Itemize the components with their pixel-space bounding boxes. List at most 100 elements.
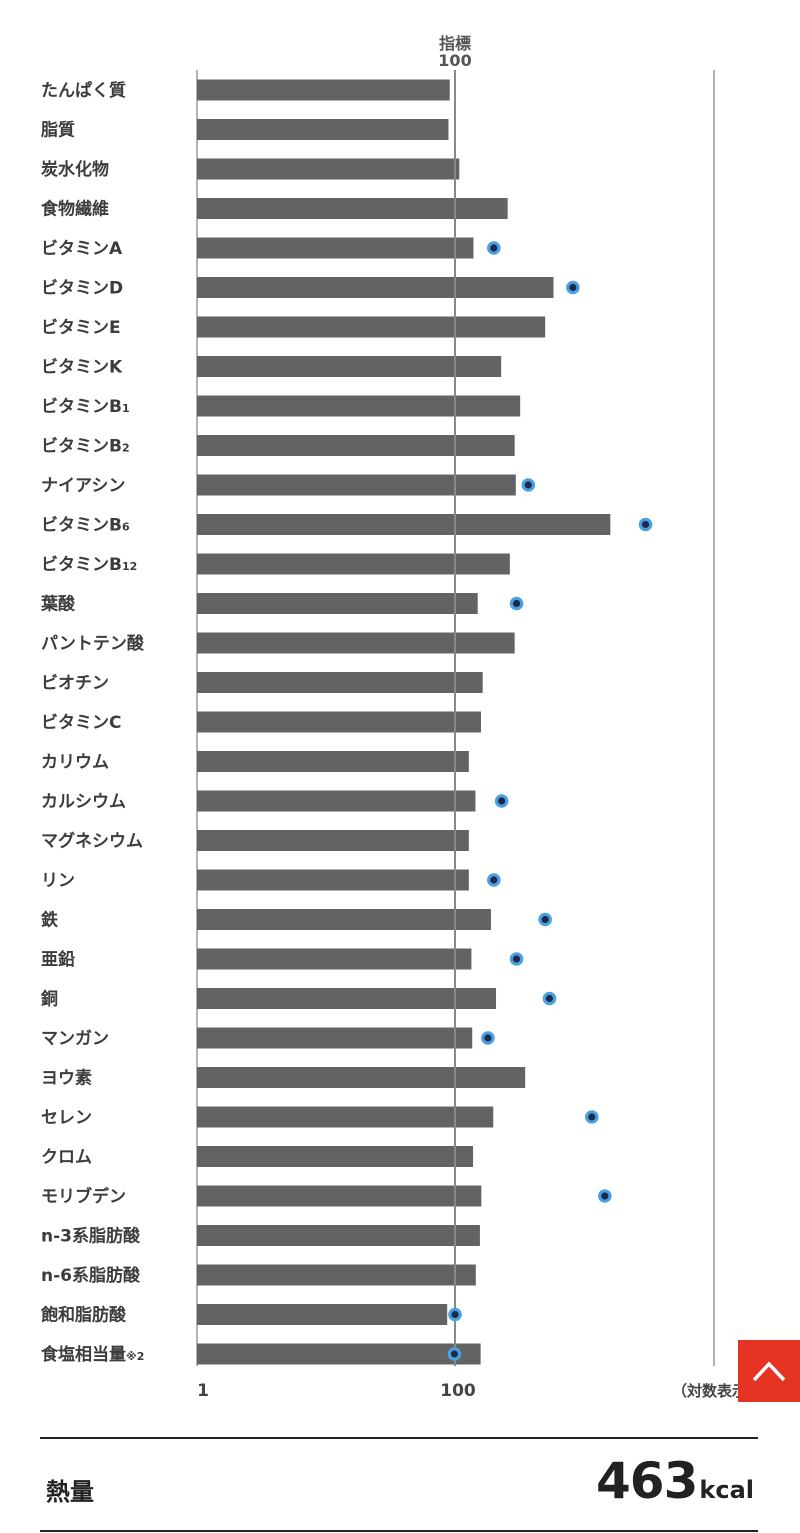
bar [197,988,497,1009]
category-label: ビオチン [41,674,109,694]
back-to-top-button[interactable] [738,1340,800,1402]
bar [197,1225,480,1246]
bar [197,1304,448,1325]
value-dot [509,952,524,966]
value-dot [487,241,501,255]
scale-note: （対数表示 [672,1382,747,1400]
category-label: 飽和脂肪酸 [40,1305,127,1326]
energy-value-group: 463kcal [596,1452,754,1510]
category-label: 亜鉛 [41,949,75,970]
category-label: 食塩相当量※2 [41,1344,144,1365]
bar [197,632,515,654]
bar [197,593,478,614]
category-label: マンガン [41,1029,109,1049]
value-dot [487,873,501,887]
bar [197,198,508,219]
bar [197,356,502,377]
value-dot [447,1347,462,1361]
index-label-top: 指標 [439,34,471,53]
bar [197,1185,482,1207]
value-dot [638,517,653,532]
value-dot [542,991,557,1006]
category-label: カルシウム [41,792,126,812]
value-dot [538,912,552,927]
category-label-subscript: 6 [122,521,130,534]
value-dot [481,1031,495,1045]
bar [197,1106,494,1128]
category-label: ビタミンK [41,358,123,378]
bar [197,395,521,417]
category-label-subscript: 12 [122,560,137,573]
bar [197,1067,526,1088]
category-label-subscript: 2 [122,442,130,455]
category-label: 脂質 [41,120,75,141]
value-dot [509,596,524,611]
category-label: n-6系脂肪酸 [41,1265,141,1286]
bar [197,237,474,259]
category-label: n-3系脂肪酸 [41,1226,141,1247]
category-label: ビタミンB2 [41,437,130,457]
bar [197,474,516,496]
bar [197,830,469,851]
category-label: クロム [41,1148,92,1168]
category-label: 食物繊維 [41,199,109,220]
energy-label: 熱量 [46,1478,94,1506]
bar [197,869,469,891]
category-label: セレン [41,1108,92,1128]
category-label: パントテン酸 [41,633,145,654]
value-dot [566,280,580,295]
bar [197,79,450,101]
category-label: ビタミンC [41,713,121,733]
x-tick-label-100: 100 [440,1381,476,1401]
bar [197,553,510,575]
bar [197,316,546,338]
bar [197,1264,476,1286]
category-label: 葉酸 [40,594,76,615]
category-label: ビタミンB1 [41,397,130,417]
bar [197,1146,474,1167]
category-label: カリウム [41,753,109,773]
divider-top [40,1437,758,1439]
category-label: ビタミンB6 [41,516,130,536]
category-label: ナイアシン [41,476,125,496]
category-label: 銅 [41,989,58,1010]
index-label-value: 100 [438,51,471,70]
category-label: マグネシウム [41,831,143,852]
category-label-subscript: ※2 [126,1350,144,1363]
bars-group [197,79,611,1365]
bar [197,751,469,772]
value-dot [521,478,536,492]
category-label: ビタミンB12 [41,555,137,575]
divider-bottom [40,1530,758,1532]
bar [197,711,481,733]
bar [197,790,476,812]
bar [197,1027,473,1049]
category-label: ビタミンE [41,318,121,338]
value-dot [448,1307,462,1322]
dots-group [447,241,653,1361]
value-dot [494,794,509,808]
value-dot [598,1189,612,1203]
category-label-subscript: 1 [122,402,130,415]
category-label: ビタミンD [41,279,123,299]
category-label: モリブデン [41,1186,126,1207]
bar [197,277,554,298]
category-label: ヨウ素 [41,1069,92,1089]
bar [197,158,460,180]
bar [197,435,515,456]
category-label: ビタミンA [41,239,123,259]
energy-value: 463 [596,1452,698,1510]
category-label: たんぱく質 [41,80,126,101]
bar [197,909,491,930]
bar [197,1343,481,1365]
bar [197,119,449,140]
category-label: 鉄 [41,910,58,931]
category-label: リン [41,871,75,891]
value-dot [585,1110,599,1124]
category-label: 炭水化物 [41,159,109,180]
chevron-up-icon [752,1361,786,1382]
bar [197,514,611,535]
energy-unit: kcal [699,1476,754,1504]
